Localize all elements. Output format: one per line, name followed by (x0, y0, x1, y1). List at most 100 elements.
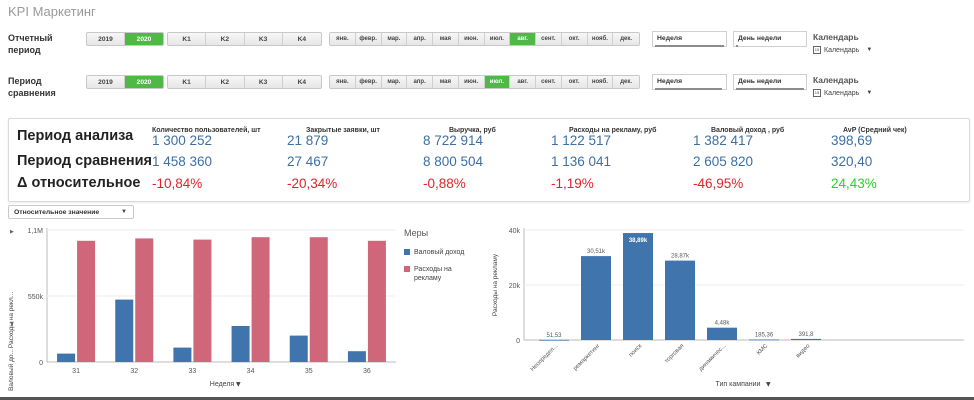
y-tick-label: 0 (516, 338, 520, 345)
quarter-option[interactable]: K1 (168, 33, 207, 45)
year-option[interactable]: 2019 (87, 33, 125, 45)
kpi-column-header: Количество пользователей, шт (152, 127, 261, 134)
quarter-option[interactable]: K4 (282, 33, 321, 45)
month-option[interactable]: мая (433, 76, 459, 88)
calendar-picker-label: Календарь (824, 46, 860, 54)
reporting-calendar-title: Календарь (813, 32, 859, 42)
month-option[interactable]: сент. (536, 76, 562, 88)
month-option[interactable]: окт. (561, 33, 588, 45)
comparison-calendar-picker[interactable]: 15 Календарь ▼ (813, 89, 872, 97)
month-option[interactable]: дек. (613, 33, 639, 45)
kpi-delta-value: -1,19% (551, 176, 594, 191)
reporting-weekday-filter[interactable]: День недели (733, 31, 807, 47)
comparison-month-selector[interactable]: янв. февр. мар. апр. мая июн. июл. авг. сент. окт… (329, 75, 640, 89)
week-filter-label: Неделя (657, 78, 683, 85)
month-option[interactable]: июн. (458, 33, 485, 45)
reporting-calendar-picker[interactable]: 15 Календарь ▼ (813, 46, 872, 54)
month-option[interactable]: июл. (484, 76, 511, 88)
month-option[interactable]: июл. (484, 33, 511, 45)
row-label-analysis: Период анализа (17, 128, 134, 144)
month-option[interactable]: окт. (561, 76, 588, 88)
month-option[interactable]: мар. (381, 76, 408, 88)
x-tick-label: 34 (247, 368, 255, 375)
kpi-analysis-value: 1 382 417 (693, 133, 754, 148)
month-option[interactable]: мар. (381, 33, 408, 45)
reporting-week-filter[interactable]: Неделя (652, 31, 727, 47)
month-option[interactable]: мая (433, 33, 459, 45)
bar-value-label: 4,48k (715, 321, 731, 327)
quarter-option[interactable]: K1 (168, 76, 207, 88)
kpi-column-header: Выручка, руб (449, 127, 496, 134)
quarter-option[interactable]: K3 (244, 76, 283, 88)
quarter-option[interactable]: K2 (206, 33, 245, 45)
x-tick-label: 31 (72, 368, 80, 375)
chevron-down-icon: ▼ (121, 209, 127, 215)
month-option[interactable]: февр. (355, 33, 382, 45)
y-axis-title-right-measure: Расходы на рекл... (8, 292, 15, 348)
quarter-option[interactable]: K3 (244, 33, 283, 45)
bar-gross-income (173, 347, 192, 362)
bar-campaign-cost (707, 327, 737, 340)
month-option[interactable]: нояб. (587, 33, 614, 45)
x-axis-title: Неделя (210, 381, 235, 388)
quarter-option[interactable]: K2 (206, 76, 245, 88)
weekday-filter-label: День недели (738, 78, 782, 85)
month-option[interactable]: сент. (536, 33, 562, 45)
kpi-delta-value: -0,88% (423, 176, 466, 191)
legend-item-ad-costs[interactable]: Расходы на рекламу (404, 265, 474, 283)
legend-item-gross-income[interactable]: Валовый доход (404, 248, 474, 257)
bar-value-label: 185,36 (755, 332, 774, 338)
comparison-week-filter[interactable]: Неделя (652, 74, 727, 90)
bar-ad-costs (367, 240, 386, 362)
x-axis-title: Тип кампании (716, 381, 761, 388)
weekday-filter-bar (736, 88, 804, 90)
relative-value-dropdown[interactable]: Относительное значение ▼ (8, 205, 134, 219)
bar-campaign-cost (623, 233, 653, 340)
year-option[interactable]: 2020 (125, 76, 163, 88)
y-axis-title: Расходы на рекламу (492, 253, 499, 316)
x-tick-label: 32 (130, 368, 138, 375)
weekday-filter-label: День недели (738, 35, 782, 42)
relative-value-label: Относительное значение (14, 209, 100, 216)
kpi-comparison-value: 320,40 (831, 154, 873, 169)
month-option[interactable]: авг. (510, 76, 536, 88)
comparison-year-selector[interactable]: 2019 2020 (86, 75, 164, 89)
month-option[interactable]: нояб. (587, 76, 614, 88)
bar-gross-income (115, 299, 134, 362)
quarter-option[interactable]: K4 (282, 76, 321, 88)
kpi-comparison-value: 27 467 (287, 154, 329, 169)
month-option[interactable]: дек. (613, 76, 639, 88)
reporting-month-selector[interactable]: янв. февр. мар. апр. мая июн. июл. авг. сент. окт… (329, 32, 640, 46)
legend-swatch (404, 266, 410, 272)
x-tick-label: 35 (305, 368, 313, 375)
app-title: KPI Маркетинг (8, 4, 96, 19)
comparison-weekday-filter[interactable]: День недели (733, 74, 807, 90)
month-option[interactable]: апр. (407, 76, 433, 88)
kpi-column-header: Закрытые заявки, шт (306, 127, 380, 134)
bar-ad-costs (251, 237, 270, 362)
month-option[interactable]: янв. (330, 76, 356, 88)
y-tick-label: 40k (509, 228, 521, 235)
x-tick-label: торговая (664, 343, 686, 365)
bar-campaign-cost (581, 256, 611, 340)
campaign-type-bar-chart: 0 20k 40k 51,53 Неопредел... 30,51k ремаркетин… (492, 228, 964, 388)
week-filter-bar (655, 45, 724, 47)
month-option[interactable]: июн. (458, 76, 485, 88)
month-option[interactable]: февр. (355, 76, 382, 88)
y-tick-label: 0 (39, 360, 43, 367)
kpi-comparison-value: 1 136 041 (551, 154, 612, 169)
year-option[interactable]: 2019 (87, 76, 125, 88)
kpi-comparison-value: 8 800 504 (423, 154, 484, 169)
reporting-quarter-selector[interactable]: K1 K2 K3 K4 (167, 32, 322, 46)
expand-arrow-icon: ▼ (10, 321, 14, 327)
comparison-quarter-selector[interactable]: K1 K2 K3 K4 (167, 75, 322, 89)
month-option[interactable]: янв. (330, 33, 356, 45)
month-option[interactable]: апр. (407, 33, 433, 45)
bar-value-label: 391,8 (798, 332, 814, 338)
bar-value-label: 28,87k (671, 254, 690, 260)
year-option[interactable]: 2020 (125, 33, 163, 45)
x-tick-label: КМС (756, 343, 770, 357)
bar-campaign-cost (665, 260, 695, 340)
month-option[interactable]: авг. (510, 33, 536, 45)
reporting-year-selector[interactable]: 2019 2020 (86, 32, 164, 46)
